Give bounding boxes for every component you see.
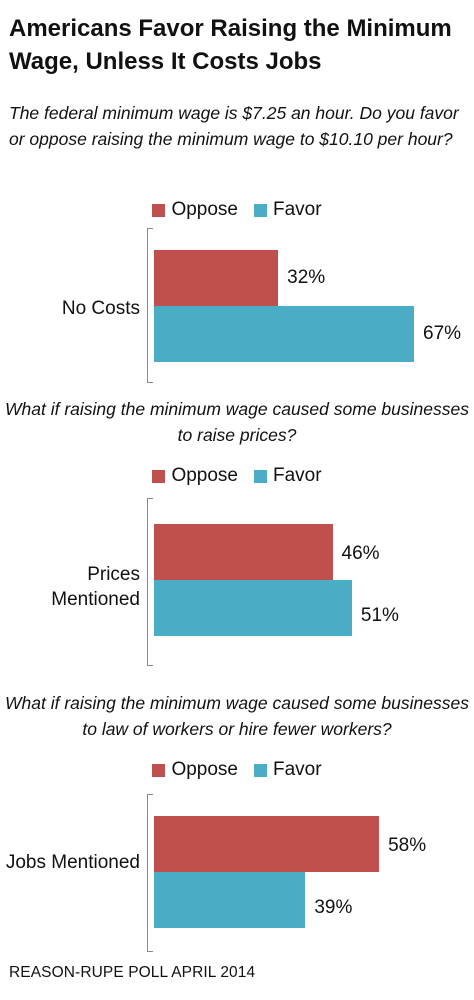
legend-label-favor: Favor [272,199,322,220]
question-1: The federal minimum wage is $7.25 an hou… [9,103,459,149]
bar-oppose [154,816,380,872]
category-bracket [147,228,153,383]
category-bracket [147,794,153,952]
value-label-favor: 39% [314,897,353,918]
legend-item-favor: Favor [253,199,322,221]
category-label: Prices Mentioned [51,564,140,610]
legend-item-oppose: Oppose [152,465,238,487]
chart-title: Americans Favor Raising the Minimum Wage… [9,15,452,75]
legend-swatch-favor [253,469,267,483]
value-label-oppose: 32% [287,267,326,288]
bar-oppose [154,250,279,306]
question-2: What if raising the minimum wage caused … [5,399,469,445]
bar-favor [154,306,414,362]
source-note: REASON-RUPE POLL APRIL 2014 [9,964,256,981]
legend-swatch-oppose [152,763,166,777]
legend-item-favor: Favor [253,759,322,781]
category-label: Jobs Mentioned [5,852,140,873]
legend-3: Oppose Favor [0,758,474,782]
category-bracket [147,498,153,666]
legend-item-favor: Favor [253,465,322,487]
legend-label-oppose: Oppose [171,199,238,220]
legend-swatch-favor [253,763,267,777]
legend-label-favor: Favor [272,759,322,780]
value-label-oppose: 46% [341,543,380,564]
category-label: No Costs [61,298,140,319]
question-3: What if raising the minimum wage caused … [5,693,469,739]
legend-item-oppose: Oppose [152,759,238,781]
legend-swatch-favor [253,203,267,217]
legend-swatch-oppose [152,469,166,483]
legend-1: Oppose Favor [0,198,474,222]
legend-label-favor: Favor [272,465,322,486]
legend-2: Oppose Favor [0,464,474,488]
legend-label-oppose: Oppose [171,465,238,486]
value-label-favor: 67% [423,323,462,344]
bar-favor [154,580,352,636]
value-label-oppose: 58% [388,835,427,856]
legend-item-oppose: Oppose [152,199,238,221]
legend-label-oppose: Oppose [171,759,238,780]
legend-swatch-oppose [152,203,166,217]
bar-oppose [154,524,333,580]
bar-favor [154,872,306,928]
value-label-favor: 51% [360,605,399,626]
